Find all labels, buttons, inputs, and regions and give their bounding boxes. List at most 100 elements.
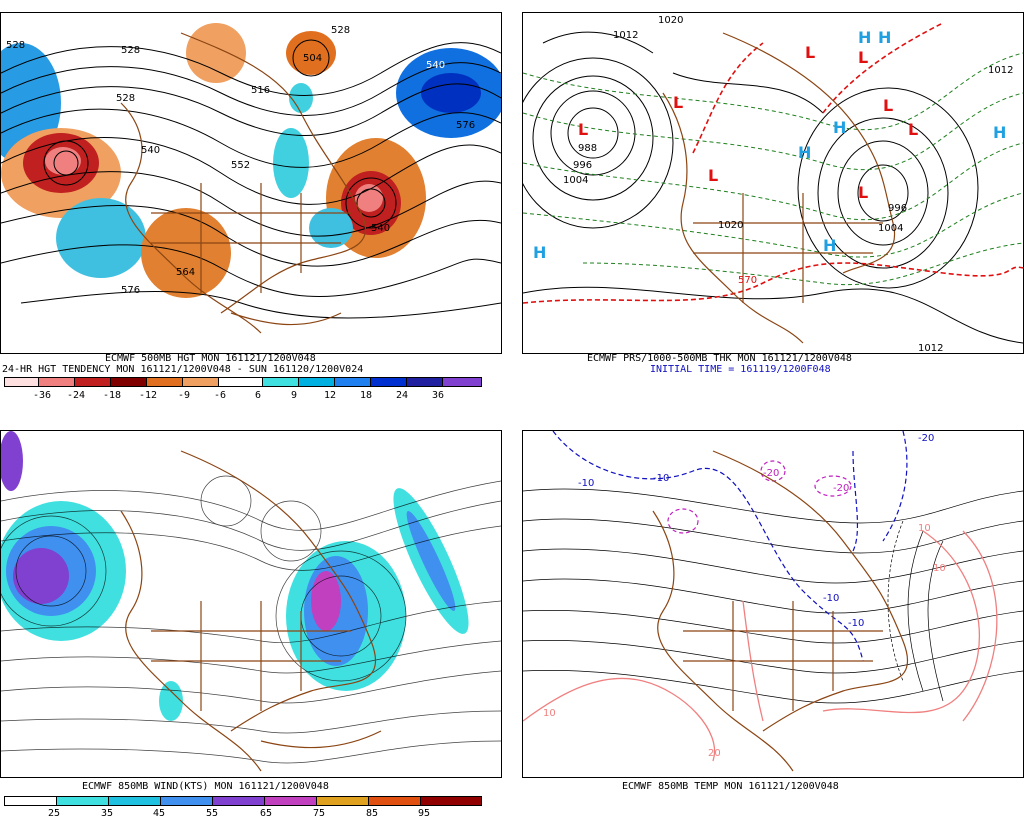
isobar-label: 1004 (878, 223, 903, 234)
thickness-green (523, 52, 1023, 286)
tick-label: -36 (32, 390, 52, 401)
isobar-label: 988 (578, 143, 597, 154)
map-500mb-height: 528 528 528 528 540 504 516 540 552 540 … (0, 12, 502, 354)
tick-label: 6 (254, 390, 262, 401)
panel-850mb-temp: -10 -10 -10 -10 -20 -20 -20 10 10 10 20 … (512, 420, 1024, 819)
caption-initial-time: INITIAL TIME = 161119/1200F048 (650, 364, 831, 375)
tick-label: -6 (213, 390, 227, 401)
tick-label: -24 (66, 390, 86, 401)
temp-contours-red (523, 530, 998, 762)
map-pressure-thickness: L L L L L L L L H H H H H H H 1020 1012 … (522, 12, 1024, 354)
isobar-label: 1012 (988, 65, 1013, 76)
high-marker: H (823, 236, 836, 255)
temp-label-cold: -20 (918, 433, 934, 444)
thickness-label: 570 (738, 275, 757, 286)
temp-label-warm: 10 (543, 708, 556, 719)
temp-label-cold: -10 (653, 473, 669, 484)
high-marker: H (878, 28, 891, 47)
temp-label-very-cold: -20 (763, 468, 779, 479)
map-850mb-wind-svg (1, 431, 501, 772)
low-marker: L (908, 120, 918, 139)
temp-label-warm: 20 (708, 748, 721, 759)
low-marker: L (858, 183, 868, 202)
tick-label: 25 (47, 808, 61, 819)
tick-label: 18 (359, 390, 373, 401)
map-850mb-wind (0, 430, 502, 778)
isobar-label: 1012 (918, 343, 943, 353)
isobar-label: 1012 (613, 30, 638, 41)
contour-label: 528 (116, 93, 135, 104)
map-850mb-temp-svg: -10 -10 -10 -10 -20 -20 -20 10 10 10 20 (523, 431, 1023, 772)
high-marker: H (798, 143, 811, 162)
caption-pressure-thickness: ECMWF PRS/1000-500MB THK MON 161121/1200… (587, 353, 852, 364)
low-marker: L (578, 120, 588, 139)
caption-850mb-temp: ECMWF 850MB TEMP MON 161121/1200V048 (622, 781, 839, 792)
colorbar-ticks: 25 35 45 55 65 75 85 95 (4, 808, 480, 820)
panel-850mb-wind: ECMWF 850MB WIND(KTS) MON 161121/1200V04… (0, 420, 512, 819)
map-500mb-height-svg: 528 528 528 528 540 504 516 540 552 540 … (1, 23, 501, 334)
height-contours (1, 39, 501, 319)
high-marker: H (533, 243, 546, 262)
contour-label: 576 (121, 285, 140, 296)
temp-label-cold: -10 (823, 593, 839, 604)
map-outline (662, 32, 896, 344)
temp-label-warm: 10 (933, 563, 946, 574)
low-marker: L (883, 96, 893, 115)
caption-850mb-wind: ECMWF 850MB WIND(KTS) MON 161121/1200V04… (82, 781, 329, 792)
tick-label: 24 (395, 390, 409, 401)
thickness-red (523, 22, 1023, 304)
contour-label: 528 (121, 45, 140, 56)
map-outline (652, 450, 909, 772)
contour-label: 540 (426, 60, 445, 71)
tick-label: 75 (312, 808, 326, 819)
contour-label: 540 (141, 145, 160, 156)
temp-contours-blue (552, 431, 908, 662)
map-outline (120, 32, 367, 334)
low-marker: L (858, 48, 868, 67)
isobars (523, 31, 1023, 344)
panel-pressure-thickness: L L L L L L L L H H H H H H H 1020 1012 … (512, 0, 1024, 410)
low-marker: L (805, 43, 815, 62)
tick-label: 55 (205, 808, 219, 819)
map-outline (120, 450, 382, 772)
map-pressure-thickness-svg: L L L L L L L L H H H H H H H 1020 1012 … (523, 15, 1023, 353)
contour-label: 528 (6, 40, 25, 51)
streamlines (1, 475, 501, 764)
tick-label: -9 (177, 390, 191, 401)
tick-label: 9 (290, 390, 298, 401)
temp-label-cold: -10 (578, 478, 594, 489)
tick-label: -18 (102, 390, 122, 401)
isobar-label: 1020 (718, 220, 743, 231)
contour-label: 528 (331, 25, 350, 36)
high-marker: H (993, 123, 1006, 142)
contour-label: 576 (456, 120, 475, 131)
panel-500mb-height: 528 528 528 528 540 504 516 540 552 540 … (0, 0, 512, 410)
isobar-label: 996 (888, 203, 907, 214)
isobar-label: 1004 (563, 175, 588, 186)
temp-contours-black (523, 488, 1023, 704)
caption-height-tendency: 24-HR HGT TENDENCY MON 161121/1200V048 -… (2, 364, 364, 375)
contour-label: 552 (231, 160, 250, 171)
tick-label: 85 (365, 808, 379, 819)
high-marker: H (833, 118, 846, 137)
high-marker: H (858, 28, 871, 47)
tick-label: 65 (259, 808, 273, 819)
isobar-label: 1020 (658, 15, 683, 26)
low-marker: L (708, 166, 718, 185)
wind-speed-fills (1, 431, 469, 721)
tick-label: -12 (138, 390, 158, 401)
tick-label: 35 (100, 808, 114, 819)
low-marker: L (673, 93, 683, 112)
temp-label-warm: 10 (918, 523, 931, 534)
temp-label-cold: -10 (848, 618, 864, 629)
tick-label: 36 (431, 390, 445, 401)
tick-label: 45 (152, 808, 166, 819)
temp-label-very-cold: -20 (833, 483, 849, 494)
colorbar-height-tendency (4, 377, 482, 387)
tick-label: 95 (417, 808, 431, 819)
tick-label: 12 (323, 390, 337, 401)
colorbar-ticks: -36 -24 -18 -12 -9 -6 6 9 12 18 24 36 (4, 390, 480, 402)
contour-label: 504 (303, 53, 322, 64)
colorbar-wind-speed (4, 796, 482, 806)
isobar-label: 996 (573, 160, 592, 171)
